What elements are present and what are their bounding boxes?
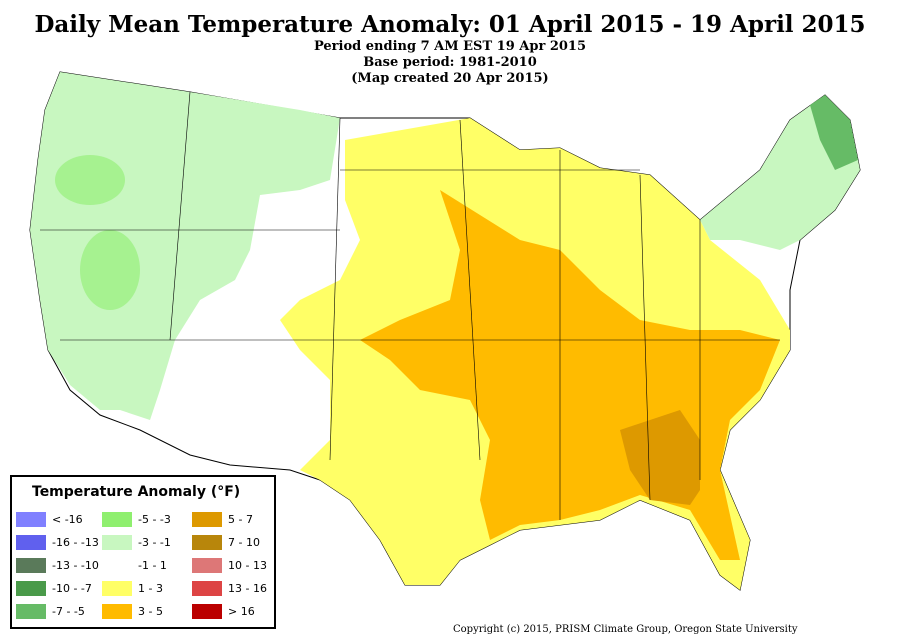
legend-label: -7 - -5 [52,605,85,618]
legend-title: Temperature Anomaly (°F) [32,484,241,500]
warmest-region-southeast [620,410,700,505]
legend-item: 10 - 13 [192,558,267,574]
legend-swatch [192,512,222,527]
legend-label: -1 - 1 [138,559,167,572]
cool-patch-oregon [55,155,125,205]
cool-patch-nevada [80,230,140,310]
legend-label: 13 - 16 [228,582,267,595]
legend-swatch [102,512,132,527]
legend-swatch [102,581,132,596]
legend-swatch [192,535,222,550]
legend-label: -3 - -1 [138,536,171,549]
legend-label: 3 - 5 [138,605,163,618]
legend-item: 5 - 7 [192,512,253,528]
legend-item: 13 - 16 [192,581,267,597]
legend-swatch [102,558,132,573]
map-header: Daily Mean Temperature Anomaly: 01 April… [0,0,900,87]
legend-item: -3 - -1 [102,535,171,551]
base-period-line: Base period: 1981-2010 [363,55,537,70]
legend-label: -5 - -3 [138,513,171,526]
legend-swatch [16,604,46,619]
legend-label: -10 - -7 [52,582,92,595]
created-line: (Map created 20 Apr 2015) [351,71,549,86]
legend-swatch [16,558,46,573]
legend-item: < -16 [16,512,83,528]
legend-item: > 16 [192,604,255,620]
legend-item: 1 - 3 [102,581,163,597]
legend-item: -1 - 1 [102,558,167,574]
legend-label: 5 - 7 [228,513,253,526]
legend-item: -13 - -10 [16,558,99,574]
legend-swatch [192,558,222,573]
legend: Temperature Anomaly (°F) < -16 -16 - -13 -… [10,475,276,629]
legend-swatch [102,535,132,550]
legend-swatch [16,535,46,550]
state-boundaries [40,91,780,520]
legend-swatch [16,512,46,527]
legend-swatch [192,581,222,596]
legend-item: 7 - 10 [192,535,260,551]
legend-label: 7 - 10 [228,536,260,549]
legend-label: -13 - -10 [52,559,99,572]
copyright: Copyright (c) 2015, PRISM Climate Group,… [453,624,798,635]
legend-item: -5 - -3 [102,512,171,528]
legend-item: -16 - -13 [16,535,99,551]
legend-label: < -16 [52,513,83,526]
legend-label: 1 - 3 [138,582,163,595]
legend-label: > 16 [228,605,255,618]
legend-label: -16 - -13 [52,536,99,549]
cold-region-maine [810,95,858,170]
map-title: Daily Mean Temperature Anomaly: 01 April… [34,11,866,38]
legend-swatch [102,604,132,619]
legend-label: 10 - 13 [228,559,267,572]
period-line: Period ending 7 AM EST 19 Apr 2015 [313,39,586,54]
legend-swatch [192,604,222,619]
legend-swatch [16,581,46,596]
legend-item: 3 - 5 [102,604,163,620]
legend-item: -7 - -5 [16,604,85,620]
legend-item: -10 - -7 [16,581,92,597]
